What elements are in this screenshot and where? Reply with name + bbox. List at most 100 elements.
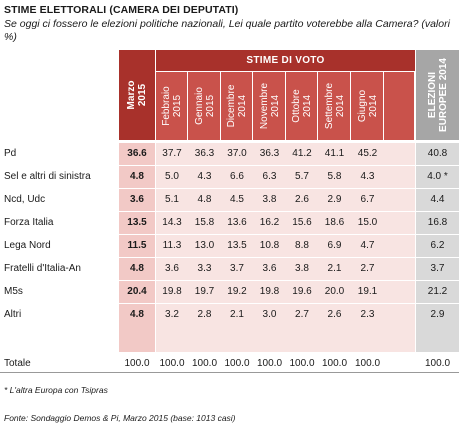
table-cell: 2.9: [327, 194, 342, 205]
row-separator: [0, 211, 459, 212]
column-header-label: Febbraio 2015: [161, 86, 183, 126]
column-header-label: Giugno 2014: [356, 89, 379, 123]
poll-columns-band: [156, 143, 415, 352]
table-cell: 2.6: [327, 309, 342, 320]
group-header-stime: STIME DI VOTO: [156, 50, 415, 71]
table-cell: 5.0: [165, 171, 179, 182]
table-cell: 15.8: [194, 217, 215, 228]
table-cell: 4.8: [197, 194, 212, 205]
row-separator: [0, 257, 459, 258]
table-cell: 13.6: [227, 217, 247, 228]
table-cell: 3.6: [165, 263, 179, 274]
table-cell: 15.6: [292, 217, 312, 228]
poll-header-bg: [318, 72, 350, 140]
poll-header-bg: [188, 72, 220, 140]
source-note: Fonte: Sondaggio Demos & Pi, Marzo 2015 …: [4, 413, 236, 423]
row-label-party: Lega Nord: [4, 240, 51, 251]
table-cell: 3.3: [197, 263, 212, 274]
row-label-party: M5s: [4, 286, 23, 297]
table-cell: 18.6: [324, 217, 345, 228]
table-cell: 100.0: [159, 358, 185, 369]
table-bottom-line: [0, 372, 459, 373]
row-separator: [0, 303, 459, 304]
table-cell: 36.3: [259, 148, 280, 159]
poll-header-bg: [253, 72, 285, 140]
table-cell: 6.3: [262, 171, 277, 182]
table-cell: 100.0: [289, 358, 315, 369]
table-cell: 6.9: [327, 240, 342, 251]
table-cell: 4.5: [230, 194, 244, 205]
row-label-party: Totale: [4, 358, 31, 369]
table-cell: 3.0: [262, 309, 277, 320]
table-cell: 20.0: [324, 286, 345, 297]
row-separator: [0, 165, 459, 166]
page-title: STIME ELETTORALI (CAMERA DEI DEPUTATI): [4, 4, 239, 16]
current-column-header: [119, 50, 155, 140]
table-cell: 2.1: [327, 263, 342, 274]
row-label-party: Altri: [4, 309, 22, 320]
row-separator: [0, 188, 459, 189]
table-cell: 10.8: [259, 240, 280, 251]
table-cell: 4.0 *: [427, 171, 448, 182]
table-cell: 6.7: [360, 194, 375, 205]
table-cell: 2.9: [430, 309, 445, 320]
table-cell: 3.8: [295, 263, 309, 274]
table-cell: 36.6: [127, 148, 147, 159]
column-header-label: Dicembre 2014: [226, 84, 248, 128]
table-cell: 4.8: [130, 263, 144, 274]
column-header-label: ELEZIONI EUROPEE 2014: [426, 58, 449, 132]
table-cell: 11.5: [127, 240, 147, 251]
table-cell: 6.2: [430, 240, 445, 251]
table-cell: 21.2: [427, 286, 448, 297]
table-cell: 14.3: [162, 217, 182, 228]
table-cell: 5.7: [295, 171, 309, 182]
table-cell: 2.3: [360, 309, 375, 320]
row-label-party: Sel e altri di sinistra: [4, 171, 91, 182]
row-separator: [0, 280, 459, 281]
table-cell: 40.8: [427, 148, 448, 159]
ee-column-band: [416, 143, 459, 352]
row-separator: [0, 234, 459, 235]
table-cell: 2.7: [295, 309, 309, 320]
table-cell: 4.3: [360, 171, 375, 182]
table-cell: 3.8: [262, 194, 277, 205]
current-column-band: [119, 143, 155, 352]
column-header-label: Ottobre 2014: [291, 89, 313, 123]
table-cell: 16.2: [259, 217, 280, 228]
column-header-label: Gennaio 2015: [193, 87, 216, 125]
table-cell: 3.7: [230, 263, 244, 274]
table-cell: 2.7: [360, 263, 375, 274]
table-cell: 15.0: [357, 217, 378, 228]
table-cell: 2.6: [295, 194, 309, 205]
table-cell: 100.0: [354, 358, 381, 369]
column-header-label: Marzo 2015: [126, 80, 148, 110]
table-cell: 19.8: [259, 286, 280, 297]
table-cell: 11.3: [162, 240, 182, 251]
table-cell: 20.4: [127, 286, 147, 297]
column-header-label: Settembre 2014: [323, 82, 346, 130]
table-cell: 19.7: [194, 286, 215, 297]
footnote: * L'altra Europa con Tsipras: [4, 385, 108, 395]
table-cell: 100.0: [424, 358, 451, 369]
table-cell: 8.8: [295, 240, 309, 251]
table-cell: 100.0: [191, 358, 218, 369]
table-cell: 5.8: [327, 171, 342, 182]
table-cell: 4.4: [430, 194, 445, 205]
table-cell: 3.2: [165, 309, 179, 320]
poll-header-bg: [351, 72, 383, 140]
table-cell: 41.2: [292, 148, 312, 159]
column-header-label: Novembre 2014: [258, 82, 281, 130]
row-label-party: Ncd, Udc: [4, 194, 46, 205]
table-cell: 2.8: [197, 309, 212, 320]
poll-header-bg: [156, 72, 187, 140]
table-cell: 4.7: [360, 240, 375, 251]
poll-header-bg: [384, 72, 414, 140]
table-cell: 19.1: [357, 286, 378, 297]
table-cell: 45.2: [357, 148, 378, 159]
table-cell: 3.6: [130, 194, 144, 205]
table-cell: 4.8: [130, 171, 144, 182]
table-cell: 4.3: [197, 171, 212, 182]
table-cell: 16.8: [427, 217, 448, 228]
table-cell: 13.0: [194, 240, 215, 251]
